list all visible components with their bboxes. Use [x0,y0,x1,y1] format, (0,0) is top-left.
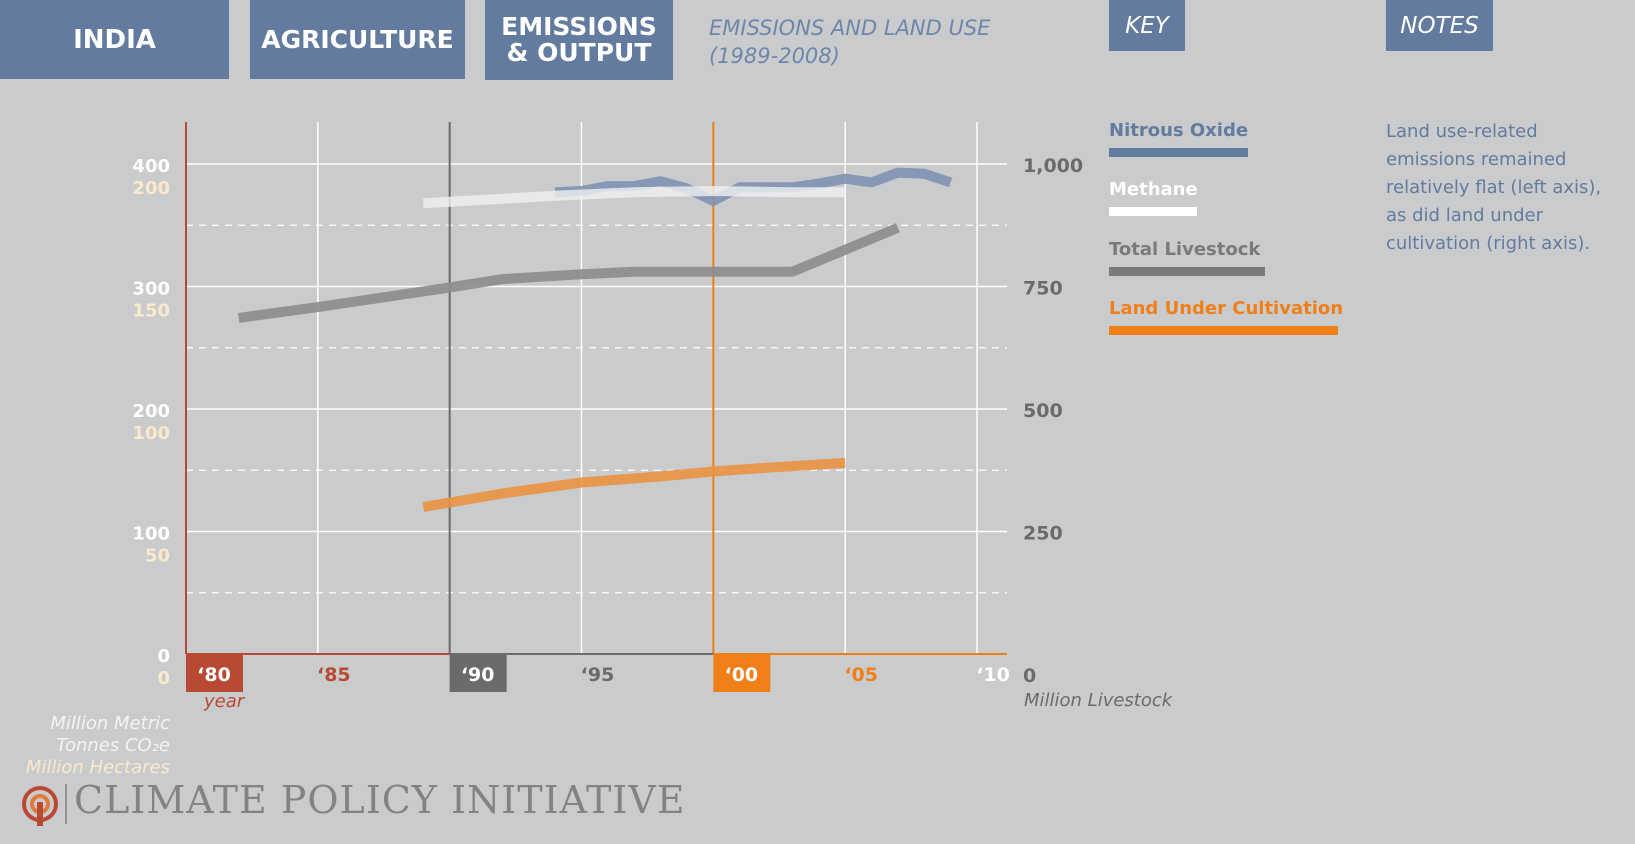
left-axis-unit-hectares: Million Hectares [25,757,170,778]
y-tick-label-right: 250 [1023,523,1063,545]
y-tick-label-emissions: 100 [132,524,170,545]
y-tick-label-right: 500 [1023,400,1063,422]
series-line-land-under-cultivation [422,457,846,512]
page-subtitle: EMISSIONS AND LAND USE (1989-2008) [709,16,991,68]
x-tick-label: ‘80 [197,664,231,686]
x-tick-label: ‘95 [581,664,615,686]
y-tick-label-emissions: 200 [132,401,170,422]
x-tick-box-2000 [713,654,771,692]
legend-swatch-total-livestock [1109,267,1265,276]
logo-icon [22,784,67,826]
legend-label-land-under-cultivation: Land Under Cultivation [1109,298,1344,319]
brand-name: CLIMATE POLICY INITIATIVE [74,778,686,822]
legend-swatch-nitrous-oxide [1109,148,1248,157]
legend-label-methane: Methane [1109,179,1198,200]
y-tick-label-emissions: 0 [157,646,170,667]
y-tick-label-emissions: 300 [132,279,170,300]
y-tick-label-hectares: 100 [132,423,170,444]
legend-swatch-methane [1109,207,1197,216]
series-line-methane [423,186,846,209]
tab-key[interactable]: KEY [1109,0,1185,51]
x-tick-label: ‘90 [461,664,495,686]
left-axis-unit-emissions: Million Metric Tonnes CO₂e [50,713,170,756]
series-line-total-livestock [238,223,900,323]
x-axis-unit: year [204,691,245,712]
tab-emissions-output[interactable]: EMISSIONS & OUTPUT [485,0,673,80]
tab-india[interactable]: INDIA [0,0,229,79]
y-tick-label-right: 1,000 [1023,155,1083,177]
tab-notes[interactable]: NOTES [1386,0,1493,51]
tab-agriculture[interactable]: AGRICULTURE [250,0,465,79]
legend-label-total-livestock: Total Livestock [1109,239,1261,260]
x-tick-box-1990 [449,654,507,692]
y-tick-label-hectares: 0 [157,668,170,689]
y-tick-label-hectares: 50 [145,546,170,567]
x-tick-label: ‘00 [724,664,758,686]
x-tick-label: ‘85 [317,664,351,686]
y-tick-label-hectares: 200 [132,178,170,199]
y-tick-label-right: 750 [1023,278,1063,300]
x-tick-label: ‘05 [844,664,878,686]
legend-swatch-land-under-cultivation [1109,326,1338,335]
right-axis-unit: Million Livestock [1024,690,1173,711]
notes-text: Land use-related emissions remained rela… [1386,121,1602,254]
x-tick-box-1980 [186,654,243,692]
x-tick-label: ‘10 [976,664,1010,686]
y-tick-label-right: 0 [1023,665,1036,687]
legend-label-nitrous-oxide: Nitrous Oxide [1109,120,1249,141]
y-tick-label-emissions: 400 [132,156,170,177]
y-tick-label-hectares: 150 [132,301,170,322]
